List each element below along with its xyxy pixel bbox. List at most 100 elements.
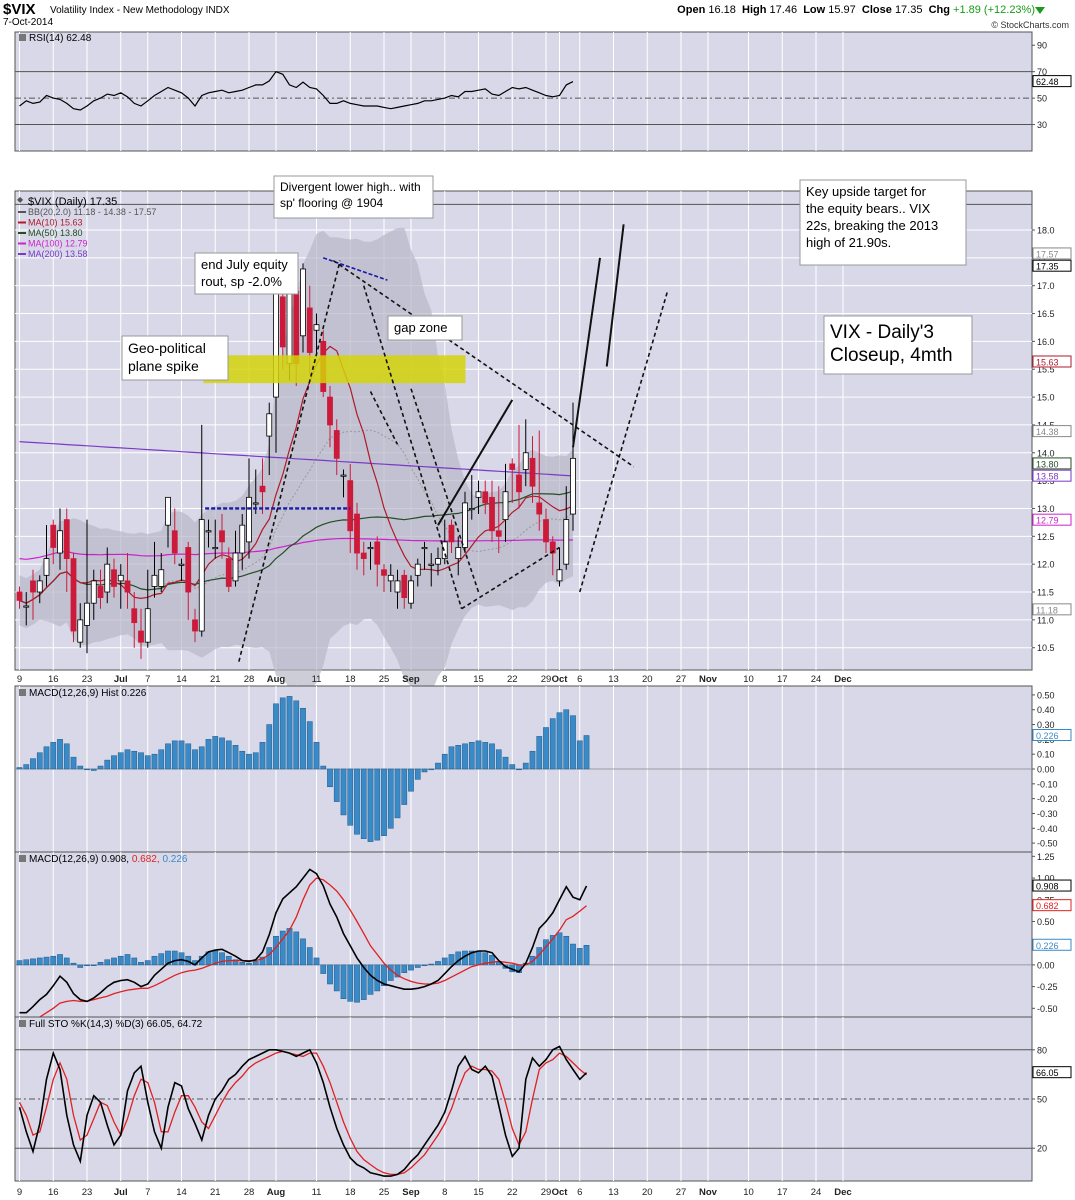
candle [441, 541, 448, 560]
candle [84, 602, 90, 626]
macd-hist-bar [435, 961, 441, 966]
macd-hist-bar [50, 955, 57, 966]
macd-hist-bar [111, 957, 117, 966]
macd-title: MACD(12,26,9) 0.908, 0.682, 0.226 [29, 854, 188, 865]
annotation-end-july-text: end July equity [201, 257, 288, 272]
annotation-geo-political-text: plane spike [128, 358, 199, 374]
x-tick-label: 17 [777, 1187, 788, 1198]
hist-bar [124, 749, 131, 770]
hist-bar [117, 752, 124, 770]
macd-hist-bar [273, 935, 279, 966]
x-tick-label: Sep [402, 1187, 420, 1198]
hist-bar [394, 768, 401, 819]
x-tick-label: 29 [541, 674, 552, 685]
y-tick-label: -0.50 [1037, 839, 1058, 849]
macd-hist-bar [97, 962, 104, 966]
x-tick-label: 11 [312, 674, 322, 685]
candle [77, 619, 84, 643]
hist-legend-swatch [19, 689, 26, 696]
macd-hist-bar [293, 931, 300, 966]
hist-bar [205, 739, 212, 770]
change-up-icon [1035, 7, 1045, 14]
hist-bar [131, 750, 138, 770]
credit: © StockCharts.com [991, 20, 1069, 30]
macd-hist-bar [482, 952, 489, 966]
x-tick-label: 15 [473, 1187, 484, 1198]
candle [266, 413, 273, 437]
x-tick-label: 16 [48, 1187, 59, 1198]
candle [212, 547, 219, 550]
candle [70, 558, 77, 632]
candle [239, 524, 246, 554]
candle [394, 580, 401, 593]
macd-hist-bar [556, 932, 563, 966]
last-value-label: 17.57 [1036, 249, 1059, 259]
macd-hist-bar [374, 964, 381, 992]
hist-bar [347, 768, 354, 826]
last-value-label: 0.908 [1036, 882, 1059, 892]
hist-bar [468, 742, 475, 770]
macd-hist-bar [36, 957, 43, 966]
y-tick-label: 1.25 [1037, 852, 1055, 862]
candle [192, 619, 198, 632]
macd-hist-bar [441, 957, 448, 966]
candle [50, 524, 57, 548]
candle [219, 530, 225, 543]
x-tick-label: 20 [642, 1187, 653, 1198]
hist-bar [502, 756, 509, 770]
sto-title: Full STO %K(14,3) %D(3) 66.05, 64.72 [29, 1019, 203, 1030]
hist-bar [246, 753, 252, 770]
annotation-key-target-text: Key upside target for [806, 184, 927, 199]
y-tick-label: -0.25 [1037, 982, 1058, 992]
last-value-label: 0.226 [1036, 941, 1059, 951]
x-tick-label: Jul [114, 674, 128, 685]
y-tick-label: 0.10 [1037, 750, 1055, 760]
index-name: Volatility Index - New Methodology INDX [50, 5, 230, 16]
macd-hist-bar [151, 955, 158, 966]
hist-bar [543, 727, 549, 770]
hist-bar [279, 697, 286, 770]
macd-signal-line [19, 877, 587, 1027]
hist-bar [313, 742, 320, 770]
rsi-line [19, 70, 574, 111]
hist-bar [84, 768, 90, 771]
macd-hist-bar [576, 948, 583, 966]
rally-solid-line [437, 399, 514, 526]
macd-hist-bar [360, 964, 367, 1000]
symbol: $VIX [3, 1, 36, 18]
macd-hist-bar [327, 964, 333, 985]
y-tick-label: 12.0 [1037, 560, 1055, 570]
y-tick-label: 0.40 [1037, 705, 1055, 715]
hist-bar [320, 765, 327, 770]
macd-hist-bar [367, 964, 374, 995]
macd-hist-bar [300, 938, 306, 966]
price-legend-marker: ◆ [17, 195, 24, 204]
y-tick-label: 0.00 [1037, 960, 1055, 970]
hist-bar [252, 752, 259, 770]
candle [171, 530, 178, 554]
last-value-label: 15.63 [1036, 357, 1059, 367]
annotation-closeup [823, 315, 973, 375]
macd-hist-bar [259, 956, 266, 966]
macd-hist-bar [421, 964, 428, 967]
candle [529, 457, 536, 487]
candle [509, 463, 516, 470]
hist-bar [43, 746, 50, 770]
last-value-label: 17.35 [1036, 262, 1059, 272]
x-tick-label: 29 [541, 1187, 552, 1198]
candle [225, 558, 232, 587]
hist-bar [482, 742, 489, 770]
last-value-tag [1032, 259, 1072, 272]
x-tick-label: 18 [345, 674, 356, 685]
macd-hist-bar [401, 964, 408, 973]
candle [313, 324, 320, 331]
high-value: 17.46 [769, 4, 798, 16]
divergence-blue-line [322, 257, 388, 281]
candle [475, 491, 482, 498]
macd-hist-bar [63, 957, 70, 966]
x-tick-label: 16 [48, 674, 59, 685]
macd-hist-bar [117, 955, 124, 966]
x-tick-label: 7 [145, 1187, 150, 1198]
candle [131, 608, 138, 624]
x-tick-label: 6 [577, 674, 582, 685]
